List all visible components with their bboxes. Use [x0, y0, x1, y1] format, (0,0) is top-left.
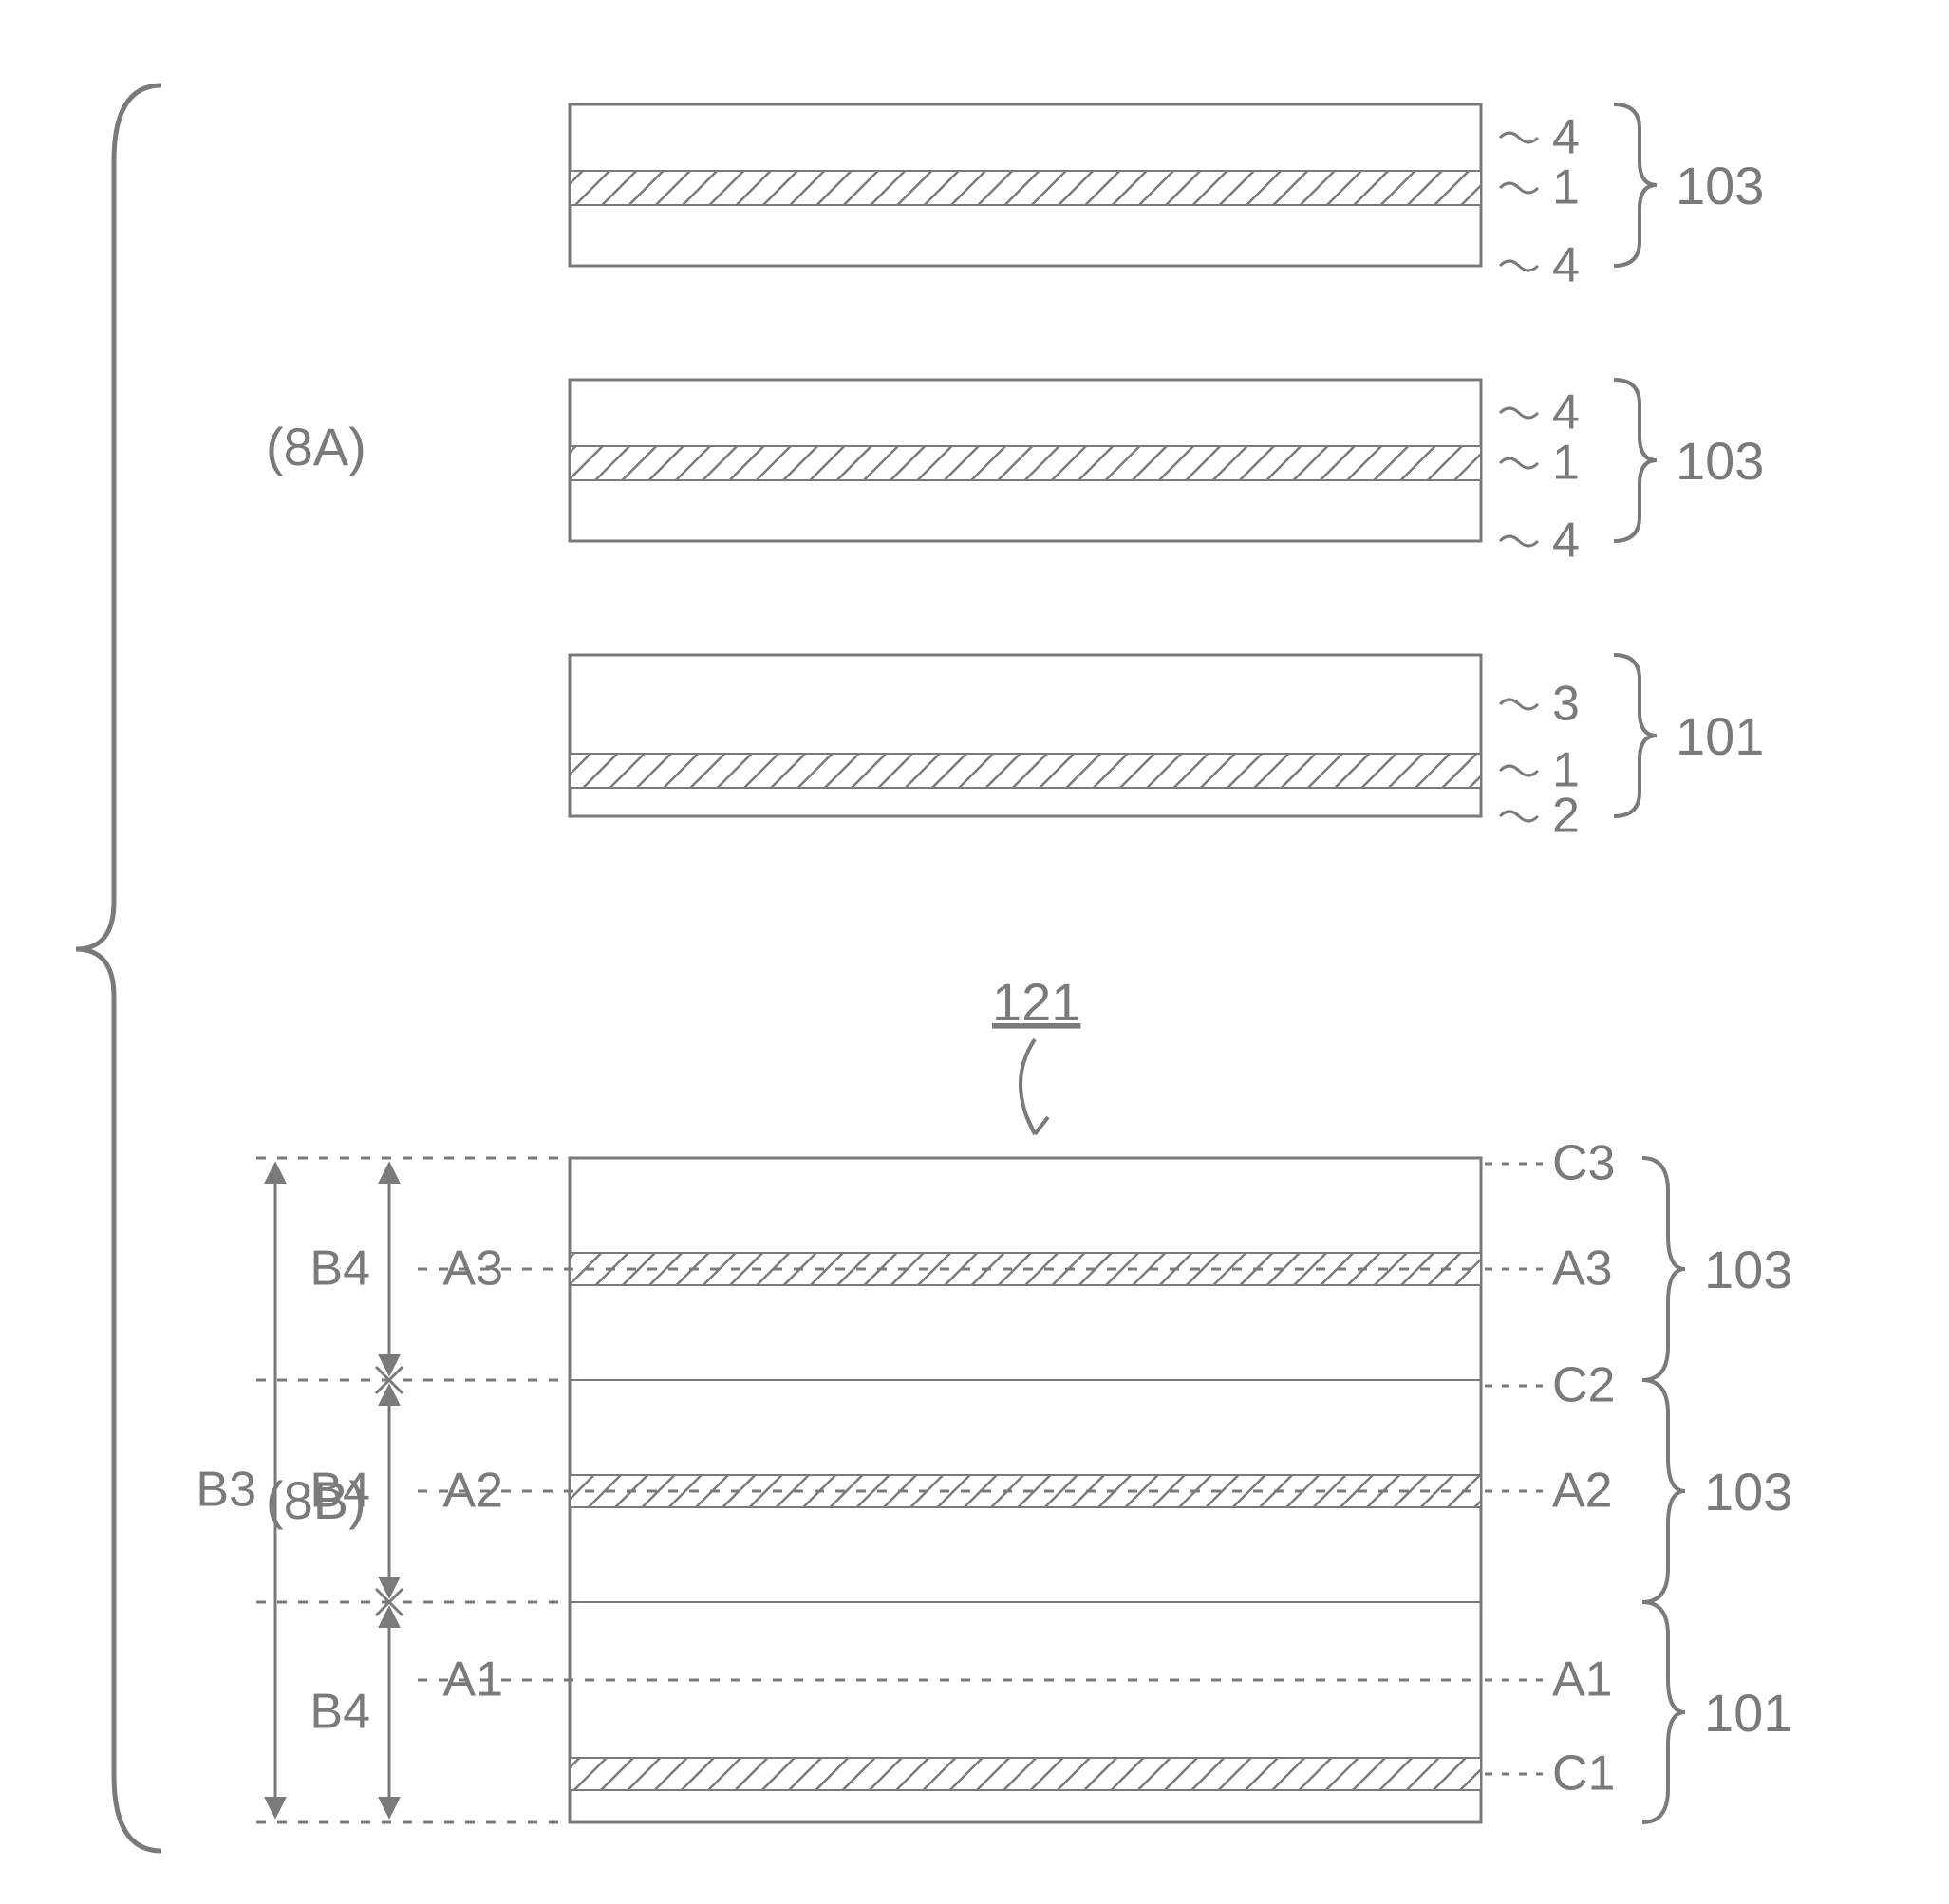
svg-text:A2: A2 — [442, 1464, 503, 1519]
svg-text:4: 4 — [1552, 110, 1580, 165]
outer-bracket — [76, 85, 161, 1851]
layer-stack: 414103 — [570, 380, 1764, 569]
svg-text:4: 4 — [1552, 513, 1580, 569]
svg-text:B4: B4 — [309, 1464, 370, 1519]
svg-text:103: 103 — [1704, 1462, 1792, 1521]
svg-text:B3: B3 — [196, 1463, 256, 1518]
svg-text:4: 4 — [1552, 238, 1580, 293]
svg-text:C1: C1 — [1552, 1746, 1615, 1801]
ref-121: 121 — [992, 972, 1080, 1134]
svg-text:A1: A1 — [1552, 1652, 1613, 1708]
svg-text:B4: B4 — [309, 1241, 370, 1297]
svg-text:4: 4 — [1552, 385, 1580, 440]
svg-text:101: 101 — [1704, 1683, 1792, 1743]
layer-stack: 414103 — [570, 104, 1764, 293]
svg-text:1: 1 — [1552, 160, 1580, 215]
svg-text:B4: B4 — [309, 1685, 370, 1740]
svg-text:2: 2 — [1552, 789, 1580, 844]
svg-text:A3: A3 — [1552, 1241, 1613, 1297]
panel-a: 414103414103312101 — [570, 104, 1764, 844]
panel-b: 103 103 101 C3 A3 C2 A2 A1 C1 A3 A2 A1 B4 B4 B4 B3 — [196, 1136, 1792, 1822]
panel-a-label: (8A) — [266, 417, 366, 476]
svg-text:A2: A2 — [1552, 1464, 1613, 1519]
svg-text:C2: C2 — [1552, 1358, 1615, 1413]
svg-text:103: 103 — [1676, 156, 1764, 215]
technical-diagram: (8A) (8B) 414103414103312101 121 1031031… — [0, 0, 1949, 1904]
svg-text:3: 3 — [1552, 677, 1580, 732]
svg-text:103: 103 — [1704, 1240, 1792, 1299]
svg-text:A1: A1 — [442, 1652, 503, 1708]
svg-text:C3: C3 — [1552, 1136, 1615, 1191]
svg-text:103: 103 — [1676, 431, 1764, 491]
svg-text:101: 101 — [1676, 706, 1764, 766]
layer-stack: 312101 — [570, 655, 1764, 844]
svg-text:1: 1 — [1552, 436, 1580, 491]
svg-text:A3: A3 — [442, 1241, 503, 1297]
ref-121-label: 121 — [992, 972, 1080, 1032]
